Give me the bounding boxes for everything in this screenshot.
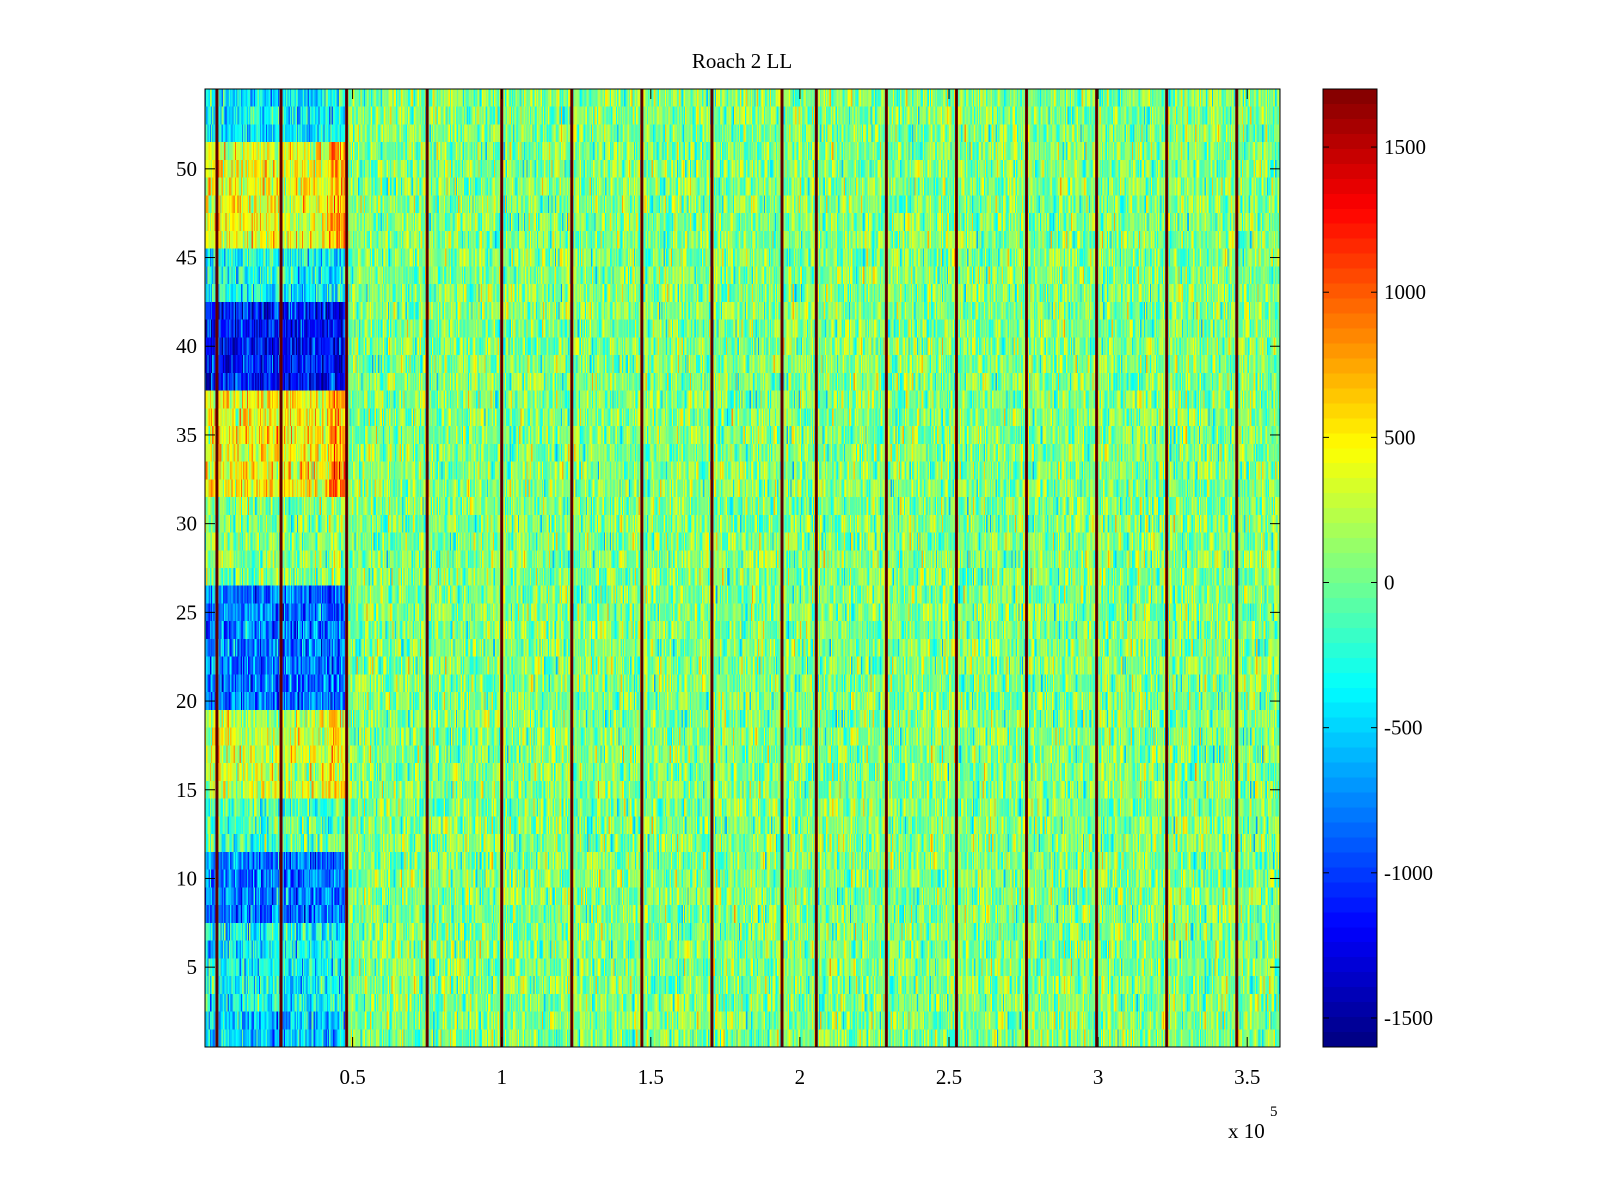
x-tick-label-4: 2.5 — [936, 1065, 962, 1089]
y-tick-label-6: 35 — [176, 423, 197, 447]
y-tick-label-9: 50 — [176, 157, 197, 181]
x-tick-label-0: 0.5 — [339, 1065, 365, 1089]
y-axis: 5 10 15 20 25 30 35 40 45 50 — [176, 157, 1280, 979]
x-multiplier-base: x 10 — [1228, 1119, 1265, 1143]
y-tick-label-8: 45 — [176, 246, 197, 270]
x-multiplier-exponent: 5 — [1270, 1104, 1278, 1120]
y-tick-label-1: 10 — [176, 866, 197, 890]
x-tick-label-2: 1.5 — [638, 1065, 664, 1089]
x-tick-label-3: 2 — [795, 1065, 806, 1089]
y-tick-label-2: 15 — [176, 778, 197, 802]
y-tick-label-4: 25 — [176, 600, 197, 624]
colorbar-tick-label-3: 0 — [1384, 571, 1395, 595]
y-tick-label-5: 30 — [176, 512, 197, 536]
chart-title: Roach 2 LL — [692, 49, 792, 73]
x-multiplier: x 10 5 — [1228, 1104, 1278, 1143]
colorbar-frame — [1322, 88, 1378, 1048]
y-tick-label-0: 5 — [187, 955, 198, 979]
x-tick-label-1: 1 — [496, 1065, 507, 1089]
y-tick-label-3: 20 — [176, 689, 197, 713]
colorbar-tick-label-1: 1000 — [1384, 280, 1426, 304]
plot-frame — [204, 88, 1281, 1048]
x-axis: 0.5 1 1.5 2 2.5 3 3.5 — [339, 89, 1260, 1089]
x-tick-label-6: 3.5 — [1234, 1065, 1260, 1089]
x-tick-label-5: 3 — [1093, 1065, 1104, 1089]
y-tick-label-7: 40 — [176, 334, 197, 358]
colorbar-tick-label-4: -500 — [1384, 716, 1423, 740]
colorbar: 1500 1000 500 0 -500 -1000 -1500 — [1322, 88, 1433, 1048]
heatmap-image — [205, 89, 1280, 1047]
colorbar-gradient — [1323, 89, 1377, 1047]
heatmap-plot — [204, 88, 1281, 1048]
stripe-layer — [215, 89, 1239, 1047]
colorbar-tick-label-2: 500 — [1384, 425, 1416, 449]
colorbar-tick-label-5: -1000 — [1384, 861, 1433, 885]
colorbar-ticks: 1500 1000 500 0 -500 -1000 -1500 — [1323, 135, 1433, 1030]
colorbar-tick-label-0: 1500 — [1384, 135, 1426, 159]
colorbar-tick-label-6: -1500 — [1384, 1006, 1433, 1030]
